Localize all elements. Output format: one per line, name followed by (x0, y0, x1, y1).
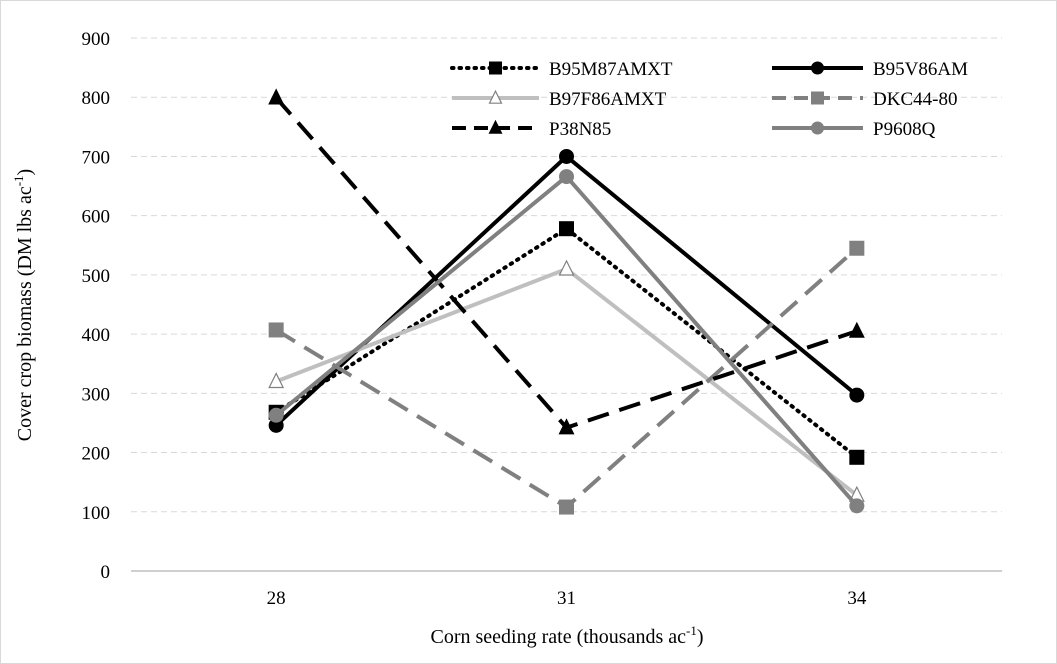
legend-marker (811, 61, 824, 75)
data-point (558, 259, 575, 276)
legend-entry: B95V86AM (772, 59, 968, 80)
data-point (558, 418, 575, 435)
x-tick-label: 34 (847, 588, 867, 609)
series-p9608q (268, 169, 865, 514)
series-lines (268, 88, 865, 515)
legend-marker (488, 89, 503, 104)
x-tick-label: 28 (267, 588, 286, 609)
legend-marker (488, 119, 503, 134)
series-line (275, 246, 859, 510)
data-point (849, 449, 865, 465)
y-tick-label: 0 (101, 562, 111, 583)
data-point (268, 407, 284, 423)
y-axis-title: Cover crop biomass (DM lbs ac-1) (11, 169, 36, 441)
y-tick-label: 400 (82, 325, 111, 346)
y-tick-label: 100 (82, 503, 111, 524)
legend-marker (811, 91, 824, 105)
y-tick-label: 200 (82, 444, 111, 465)
legend-label: B97F86AMXT (549, 89, 667, 110)
y-tick-label: 700 (82, 147, 111, 168)
data-point (849, 240, 865, 256)
legend-label: B95V86AM (873, 59, 968, 80)
data-point (848, 321, 865, 338)
legend-entry: B97F86AMXT (452, 89, 667, 110)
data-point (559, 499, 574, 515)
legend-entry: P9608Q (772, 119, 936, 140)
data-point (559, 221, 574, 237)
legend-entry: DKC44-80 (772, 89, 957, 110)
data-point (849, 498, 865, 514)
y-tick-label: 300 (82, 384, 111, 405)
x-tick-labels: 28 31 34 (267, 588, 867, 609)
series-b97f86amxt (268, 259, 865, 502)
y-tick-label: 500 (82, 266, 111, 287)
data-point (559, 148, 574, 164)
x-axis-title: Corn seeding rate (thousands ac-1) (431, 623, 704, 648)
y-tick-label: 800 (82, 88, 111, 109)
data-point (849, 387, 865, 403)
x-tick-label: 31 (557, 588, 576, 609)
y-tick-labels: 0 100 200 300 400 500 600 700 800 900 (82, 29, 111, 583)
legend-entry: B95M87AMXT (450, 59, 673, 80)
y-tick-label: 600 (82, 207, 111, 228)
data-point (268, 88, 285, 105)
legend-label: DKC44-80 (873, 89, 957, 110)
y-tick-label: 900 (82, 29, 111, 50)
legend-marker (489, 61, 502, 75)
legend: B95M87AMXT B95V86AM B97F86AMXT DKC44-80 P38N… (450, 59, 968, 140)
legend-label: P38N85 (549, 119, 611, 140)
legend-entry: P38N85 (452, 119, 611, 140)
series-p38n85 (268, 88, 865, 435)
data-point (268, 322, 284, 338)
data-point (559, 169, 574, 185)
data-point (268, 372, 285, 389)
legend-marker (811, 121, 824, 135)
series-dkc44-80 (268, 240, 865, 515)
legend-label: B95M87AMXT (549, 59, 673, 80)
legend-label: P9608Q (873, 119, 936, 140)
series-b95v86am (268, 148, 865, 433)
